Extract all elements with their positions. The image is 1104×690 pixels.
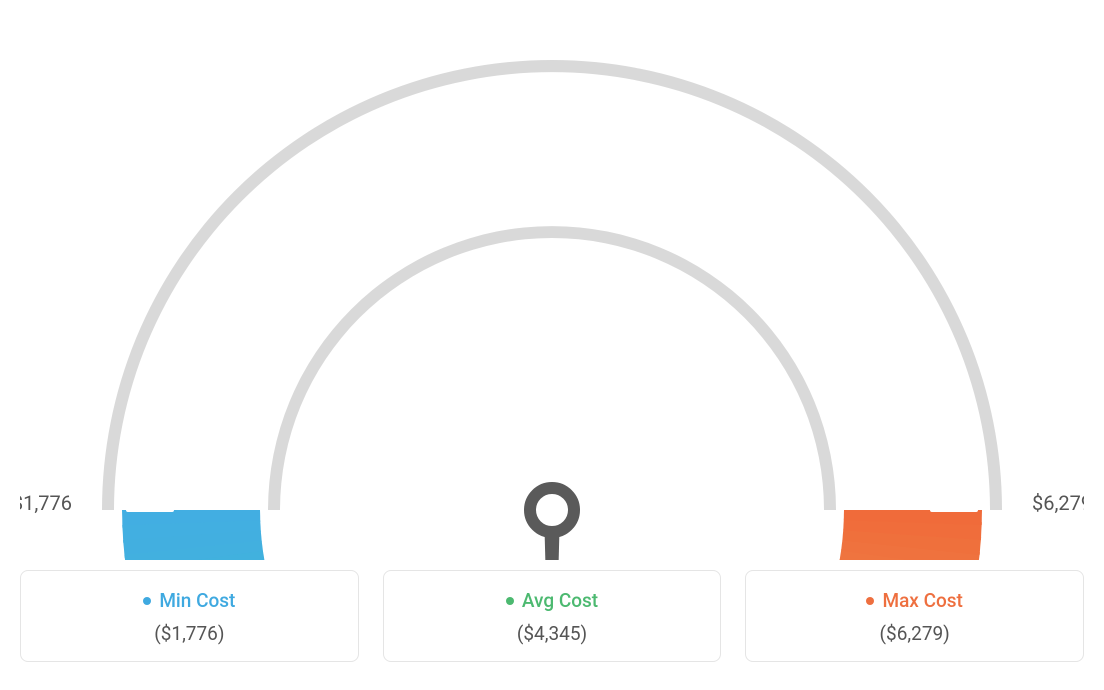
legend-value-avg: ($4,345) [394, 622, 711, 645]
legend-label-min: Min Cost [143, 589, 235, 612]
legend-card-min: Min Cost ($1,776) [20, 570, 359, 662]
legend-label-avg-text: Avg Cost [522, 589, 598, 612]
legend-row: Min Cost ($1,776) Avg Cost ($4,345) Max … [20, 570, 1084, 662]
legend-label-avg: Avg Cost [506, 589, 598, 612]
legend-card-avg: Avg Cost ($4,345) [383, 570, 722, 662]
gauge-tick-label: $6,279 [1032, 491, 1084, 515]
legend-label-max-text: Max Cost [882, 589, 962, 612]
legend-label-max: Max Cost [866, 589, 962, 612]
gauge-svg: $1,776$2,418$3,060$4,345$4,990$5,635$6,2… [20, 20, 1084, 560]
legend-value-max: ($6,279) [756, 622, 1073, 645]
legend-dot-avg [506, 597, 514, 605]
legend-card-max: Max Cost ($6,279) [745, 570, 1084, 662]
legend-dot-max [866, 597, 874, 605]
gauge-tick-label: $1,776 [20, 491, 72, 515]
legend-value-min: ($1,776) [31, 622, 348, 645]
legend-label-min-text: Min Cost [159, 589, 235, 612]
gauge-chart: $1,776$2,418$3,060$4,345$4,990$5,635$6,2… [20, 20, 1084, 560]
chart-container: $1,776$2,418$3,060$4,345$4,990$5,635$6,2… [20, 20, 1084, 662]
legend-dot-min [143, 597, 151, 605]
